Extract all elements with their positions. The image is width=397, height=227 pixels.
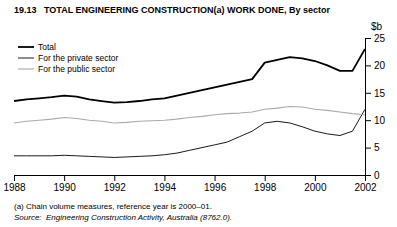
x-axis: 1988 1990 1992 1994 1996 1998 2000 2002 <box>3 175 377 193</box>
y-tick: 5 <box>365 142 380 153</box>
y-tick: 25 <box>365 33 386 44</box>
x-tick-label: 1992 <box>104 182 127 193</box>
y-tick-mark <box>365 175 371 176</box>
y-tick-label: 15 <box>374 88 386 99</box>
series-line <box>14 109 365 157</box>
y-tick-label: 10 <box>374 115 386 126</box>
x-tick: 1994 <box>154 175 177 193</box>
lines <box>14 49 365 158</box>
x-tick-mark <box>64 175 65 181</box>
legend-item: For the public sector <box>18 64 115 74</box>
x-tick-mark <box>114 175 115 181</box>
footnote: (a) Chain volume measures, reference yea… <box>14 202 212 211</box>
x-tick-mark <box>14 175 15 181</box>
y-tick-mark <box>365 93 371 94</box>
x-tick-label: 1990 <box>54 182 77 193</box>
legend-label: For the private sector <box>38 53 118 63</box>
plot: 1988 1990 1992 1994 1996 1998 2000 20020 5 10 15 20… <box>3 21 385 193</box>
legend-item: For the private sector <box>18 53 118 63</box>
y-tick-mark <box>365 65 371 66</box>
legend-item: Total <box>18 42 56 52</box>
y-tick-mark <box>365 120 371 121</box>
x-axis-line <box>15 176 366 182</box>
x-tick-label: 2002 <box>354 182 377 193</box>
y-tick: 10 <box>365 115 386 126</box>
y-tick-label: 0 <box>374 170 380 181</box>
y-axis-line <box>366 39 372 176</box>
series-line <box>14 49 365 103</box>
x-tick-mark <box>265 175 266 181</box>
x-tick-label: 1998 <box>254 182 277 193</box>
y-tick: 15 <box>365 88 386 99</box>
x-tick: 1990 <box>54 175 77 193</box>
x-tick-mark <box>315 175 316 181</box>
legend-swatch <box>18 68 34 69</box>
y-tick-mark <box>365 38 371 39</box>
chart: 19.13 TOTAL ENGINEERING CONSTRUCTION(a) … <box>0 0 397 227</box>
y-tick: 20 <box>365 60 386 71</box>
x-tick: 1992 <box>104 175 127 193</box>
y-tick-label: 25 <box>374 33 386 44</box>
legend-swatch <box>18 46 34 48</box>
y-tick-label: 5 <box>374 142 380 153</box>
title: 19.13 TOTAL ENGINEERING CONSTRUCTION(a) … <box>14 5 331 15</box>
y-axis-label: $b <box>371 21 383 32</box>
y-axis: 0 5 10 15 20 25 <box>365 33 386 181</box>
y-tick-mark <box>365 148 371 149</box>
x-tick-label: 2000 <box>304 182 327 193</box>
x-tick: 1996 <box>204 175 227 193</box>
y-tick-label: 20 <box>374 60 386 71</box>
x-tick-label: 1994 <box>154 182 177 193</box>
y-tick: 0 <box>365 170 380 181</box>
legend-label: For the public sector <box>38 64 115 74</box>
x-tick-mark <box>164 175 165 181</box>
legend-label: Total <box>38 42 56 52</box>
x-tick-label: 1996 <box>204 182 227 193</box>
footnote: Source: Engineering Construction Activit… <box>14 213 232 222</box>
x-tick: 1998 <box>254 175 277 193</box>
legend: TotalFor the private sectorFor the publi… <box>18 42 118 74</box>
x-tick-mark <box>215 175 216 181</box>
x-tick: 1988 <box>3 175 26 193</box>
x-tick-label: 1988 <box>3 182 26 193</box>
legend-swatch <box>18 58 34 59</box>
series-line <box>14 107 365 123</box>
x-tick: 2000 <box>304 175 327 193</box>
